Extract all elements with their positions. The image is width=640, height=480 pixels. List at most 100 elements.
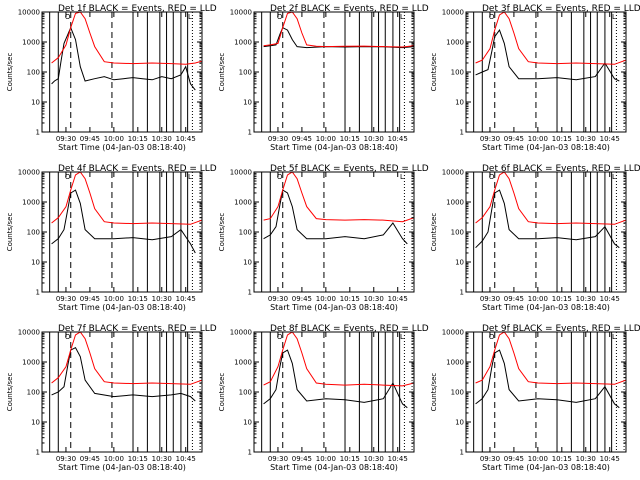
legend-mark-left: O	[65, 173, 71, 181]
y-axis-label: Counts/sec	[430, 53, 438, 92]
y-tick-label: 10	[31, 419, 40, 427]
x-tick-label: 09:45	[504, 455, 524, 463]
chart-title: Det 1f BLACK = Events, RED = LLD	[58, 4, 217, 14]
x-tick-label: 09:30	[268, 135, 288, 143]
x-tick-label: 10:00	[528, 135, 548, 143]
x-tick-label: 10:15	[128, 135, 148, 143]
x-tick-label: 10:45	[176, 455, 196, 463]
y-tick-label: 10	[243, 259, 252, 267]
y-tick-label: 1	[36, 449, 40, 457]
legend-mark-left: O	[277, 173, 283, 181]
x-axis-label: Start Time (04-Jan-03 08:18:40)	[270, 143, 398, 152]
x-tick-label: 10:00	[104, 135, 124, 143]
y-tick-label: 1	[36, 129, 40, 137]
plot-frame	[253, 331, 415, 453]
marker-lines	[473, 12, 625, 132]
y-axis-label: Counts/sec	[6, 213, 14, 252]
y-tick-label: 100	[451, 229, 464, 237]
marker-lines	[261, 332, 413, 452]
y-tick-label: 1	[460, 449, 464, 457]
x-axis-label: Start Time (04-Jan-03 08:18:40)	[482, 463, 610, 472]
x-tick-label: 09:30	[480, 135, 500, 143]
x-axis-label: Start Time (04-Jan-03 08:18:40)	[58, 143, 186, 152]
legend-mark-left: O	[277, 13, 283, 21]
x-tick-label: 10:00	[316, 295, 336, 303]
plot-frame	[465, 171, 627, 293]
series-events-line	[475, 349, 620, 409]
y-tick-label: 1	[460, 289, 464, 297]
legend-mark-left: O	[277, 333, 283, 341]
marker-lines	[261, 12, 413, 132]
y-tick-label: 10000	[442, 9, 464, 17]
x-tick-label: 10:15	[552, 135, 572, 143]
x-tick-label: 09:45	[80, 295, 100, 303]
y-tick-label: 100	[239, 389, 252, 397]
plot-frame	[253, 11, 415, 133]
x-tick-label: 09:45	[292, 135, 312, 143]
x-tick-label: 10:00	[528, 455, 548, 463]
y-tick-label: 10	[31, 99, 40, 107]
y-tick-label: 1	[248, 289, 252, 297]
legend-mark-left: O	[489, 173, 495, 181]
y-tick-label: 10	[243, 419, 252, 427]
x-tick-label: 10:45	[388, 455, 408, 463]
x-tick-label: 09:30	[268, 455, 288, 463]
x-tick-label: 10:00	[316, 135, 336, 143]
y-tick-label: 10	[455, 259, 464, 267]
series-lld-line	[475, 332, 626, 385]
x-tick-label: 09:45	[292, 455, 312, 463]
x-tick-label: 09:30	[480, 455, 500, 463]
y-tick-label: 100	[27, 389, 40, 397]
x-tick-label: 10:15	[340, 135, 360, 143]
x-tick-label: 10:15	[340, 455, 360, 463]
y-tick-label: 10	[243, 99, 252, 107]
legend-mark-left: O	[65, 333, 71, 341]
x-tick-label: 09:30	[480, 295, 500, 303]
y-tick-label: 100	[451, 69, 464, 77]
y-tick-label: 1000	[22, 359, 40, 367]
marker-lines	[49, 12, 201, 132]
series-lld-line	[475, 12, 626, 65]
series-lld-line	[263, 12, 414, 48]
legend-mark-left: O	[489, 333, 495, 341]
x-tick-label: 10:30	[152, 135, 172, 143]
y-tick-label: 10	[31, 259, 40, 267]
y-tick-label: 1000	[446, 199, 464, 207]
legend-mark-left: O	[489, 13, 495, 21]
x-tick-label: 10:15	[552, 295, 572, 303]
plot-frame	[465, 331, 627, 453]
y-tick-label: 1	[248, 449, 252, 457]
series-lld-line	[475, 172, 626, 225]
chart-title: Det 4f BLACK = Events, RED = LLD	[58, 164, 217, 174]
x-tick-label: 10:15	[552, 455, 572, 463]
x-tick-label: 09:45	[80, 135, 100, 143]
y-tick-label: 10	[455, 99, 464, 107]
series-events-line	[51, 347, 196, 402]
x-axis-label: Start Time (04-Jan-03 08:18:40)	[482, 143, 610, 152]
x-tick-label: 10:30	[576, 295, 596, 303]
marker-lines	[49, 332, 201, 452]
y-tick-label: 100	[27, 229, 40, 237]
series-events-line	[263, 189, 408, 245]
x-tick-label: 10:45	[176, 135, 196, 143]
y-axis-label: Counts/sec	[430, 373, 438, 412]
series-events-line	[51, 189, 196, 254]
chart-title: Det 5f BLACK = Events, RED = LLD	[270, 164, 429, 174]
series-events-line	[475, 29, 620, 82]
chart-title: Det 3f BLACK = Events, RED = LLD	[482, 4, 640, 14]
chart-title: Det 6f BLACK = Events, RED = LLD	[482, 164, 640, 174]
x-axis-label: Start Time (04-Jan-03 08:18:40)	[270, 303, 398, 312]
y-tick-label: 10000	[442, 169, 464, 177]
x-tick-label: 10:15	[340, 295, 360, 303]
y-tick-label: 1	[460, 129, 464, 137]
x-tick-label: 10:45	[176, 295, 196, 303]
legend-mark-right: L	[188, 13, 192, 21]
x-tick-label: 10:45	[600, 295, 620, 303]
marker-lines	[473, 172, 625, 292]
